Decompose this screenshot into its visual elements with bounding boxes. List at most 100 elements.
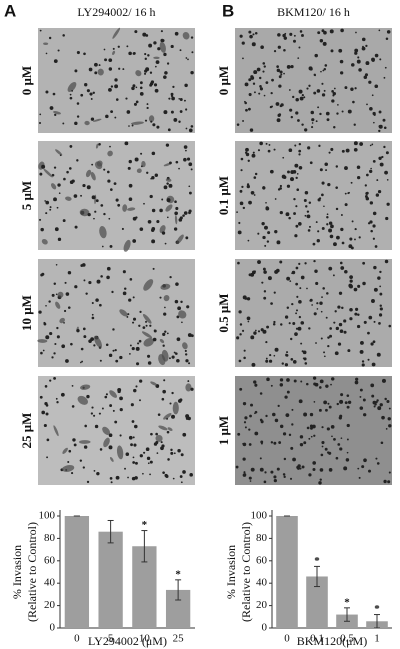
cell [353,141,358,146]
cell [259,85,262,88]
x-tick-label: 25 [173,633,185,645]
cell [93,217,95,220]
cell [242,57,244,60]
cell [317,198,321,202]
cell-cluster [153,56,160,60]
cell [173,351,176,354]
cell [377,406,382,411]
cell [148,43,153,48]
cell [80,93,84,97]
cell [373,113,376,116]
cell [347,400,352,404]
cell [63,322,65,324]
cell [101,245,104,248]
cell [366,173,369,177]
cell [122,270,126,274]
cell-cluster [142,313,152,324]
significance-marker: * [344,596,350,608]
cell [79,459,83,462]
cell [242,402,247,406]
cell [322,41,327,46]
cell [84,424,87,428]
cell [139,399,141,402]
cell [283,457,287,461]
cell [56,335,60,339]
cell [279,424,284,429]
cell [146,103,149,106]
cell [286,378,290,382]
cell [253,194,256,196]
cell [328,405,332,409]
y-tick-label: 0 [262,622,268,634]
cell [333,242,337,247]
cell [170,448,173,452]
cell [351,63,355,67]
cell-cluster [135,70,142,77]
cell [146,106,149,110]
cell [255,329,257,332]
cell [130,403,134,407]
cell [262,235,266,240]
cell [256,67,261,72]
cell [76,102,80,105]
cell [368,315,373,320]
cell [263,480,267,484]
cell [149,71,153,74]
cell [373,265,377,270]
cell [90,98,93,100]
cell [142,32,147,37]
cell [157,413,161,416]
cell [364,184,367,187]
micrograph [235,28,392,133]
error-bar [175,579,182,601]
cell [63,309,67,313]
cell [171,391,174,395]
cell [62,34,65,37]
cell [243,471,246,474]
cell [273,441,277,445]
cell [182,432,187,437]
cell [301,123,304,126]
cell [270,470,274,474]
cell [160,441,163,444]
cell [159,208,163,213]
cell [290,337,293,341]
cell [362,398,366,402]
cell [163,110,168,115]
cell [39,29,42,32]
cell [190,168,193,171]
panel-title: BKM120/ 16 h [277,5,350,19]
cell [99,359,102,362]
cell [190,36,194,39]
cell-cluster [65,196,72,201]
cell [105,393,108,396]
cell [292,457,296,462]
cell [248,30,252,34]
cell [139,227,144,231]
cell [132,296,135,299]
cell [190,334,194,338]
cell [183,157,187,162]
cell [51,356,54,359]
cell [320,453,324,457]
cell [309,67,313,71]
cell [359,349,364,354]
cell [175,282,179,286]
cell [355,307,359,311]
cell-cluster [167,427,173,432]
cell-cluster [53,111,61,115]
cell [69,93,72,96]
cell [45,412,49,416]
cell [190,387,194,391]
cell [251,362,256,367]
cell [330,224,334,229]
cell [249,34,253,39]
cell [149,83,153,87]
cell [51,293,55,297]
cell-cluster [122,204,128,212]
cell [236,336,240,340]
cell [248,428,251,431]
cell [114,78,118,82]
cell [290,446,294,450]
cell [321,29,325,33]
